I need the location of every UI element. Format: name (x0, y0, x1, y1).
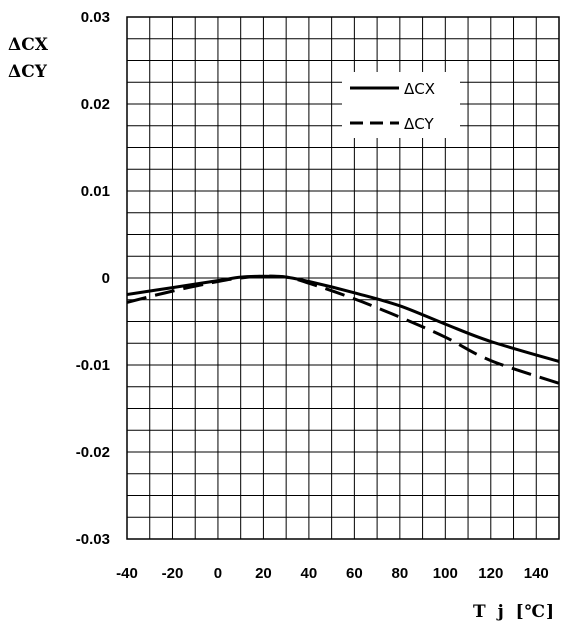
y-tick-label: 0.03 (81, 9, 110, 26)
x-tick-label: -40 (116, 565, 138, 582)
legend-label-cx: ΔCX (404, 80, 435, 98)
y-axis-label-cx: ΔCX (8, 35, 49, 55)
tick-labels: -40 -20 0 20 40 60 80 100 120 140 0.03 0.02 0.01 0 -0.… (76, 9, 549, 582)
x-tick-label: 120 (478, 565, 503, 582)
plot-frame (126, 16, 560, 540)
series-layer (126, 274, 560, 385)
x-tick-label: -20 (162, 565, 184, 582)
legend-background (342, 72, 460, 138)
y-tick-label: 0.01 (81, 183, 110, 200)
x-tick-label: 100 (433, 565, 458, 582)
legend: ΔCX ΔCY (342, 72, 460, 138)
y-tick-label: 0.02 (81, 96, 110, 113)
x-tick-label: 80 (391, 565, 408, 582)
y-tick-label: -0.02 (76, 444, 110, 461)
x-axis-label: T j [℃] (473, 602, 555, 622)
legend-label-cy: ΔCY (404, 115, 434, 133)
x-tick-label: 140 (524, 565, 549, 582)
y-axis-label-cy: ΔCY (8, 62, 48, 82)
x-tick-label: 0 (214, 565, 222, 582)
y-tick-label: -0.01 (76, 357, 110, 374)
series-line-cx (126, 274, 560, 363)
x-tick-label: 60 (346, 565, 363, 582)
series-line-cy (126, 274, 560, 385)
y-tick-label: 0 (102, 270, 110, 287)
x-tick-label: 20 (255, 565, 272, 582)
x-tick-label: 40 (301, 565, 318, 582)
y-tick-label: -0.03 (76, 531, 110, 548)
